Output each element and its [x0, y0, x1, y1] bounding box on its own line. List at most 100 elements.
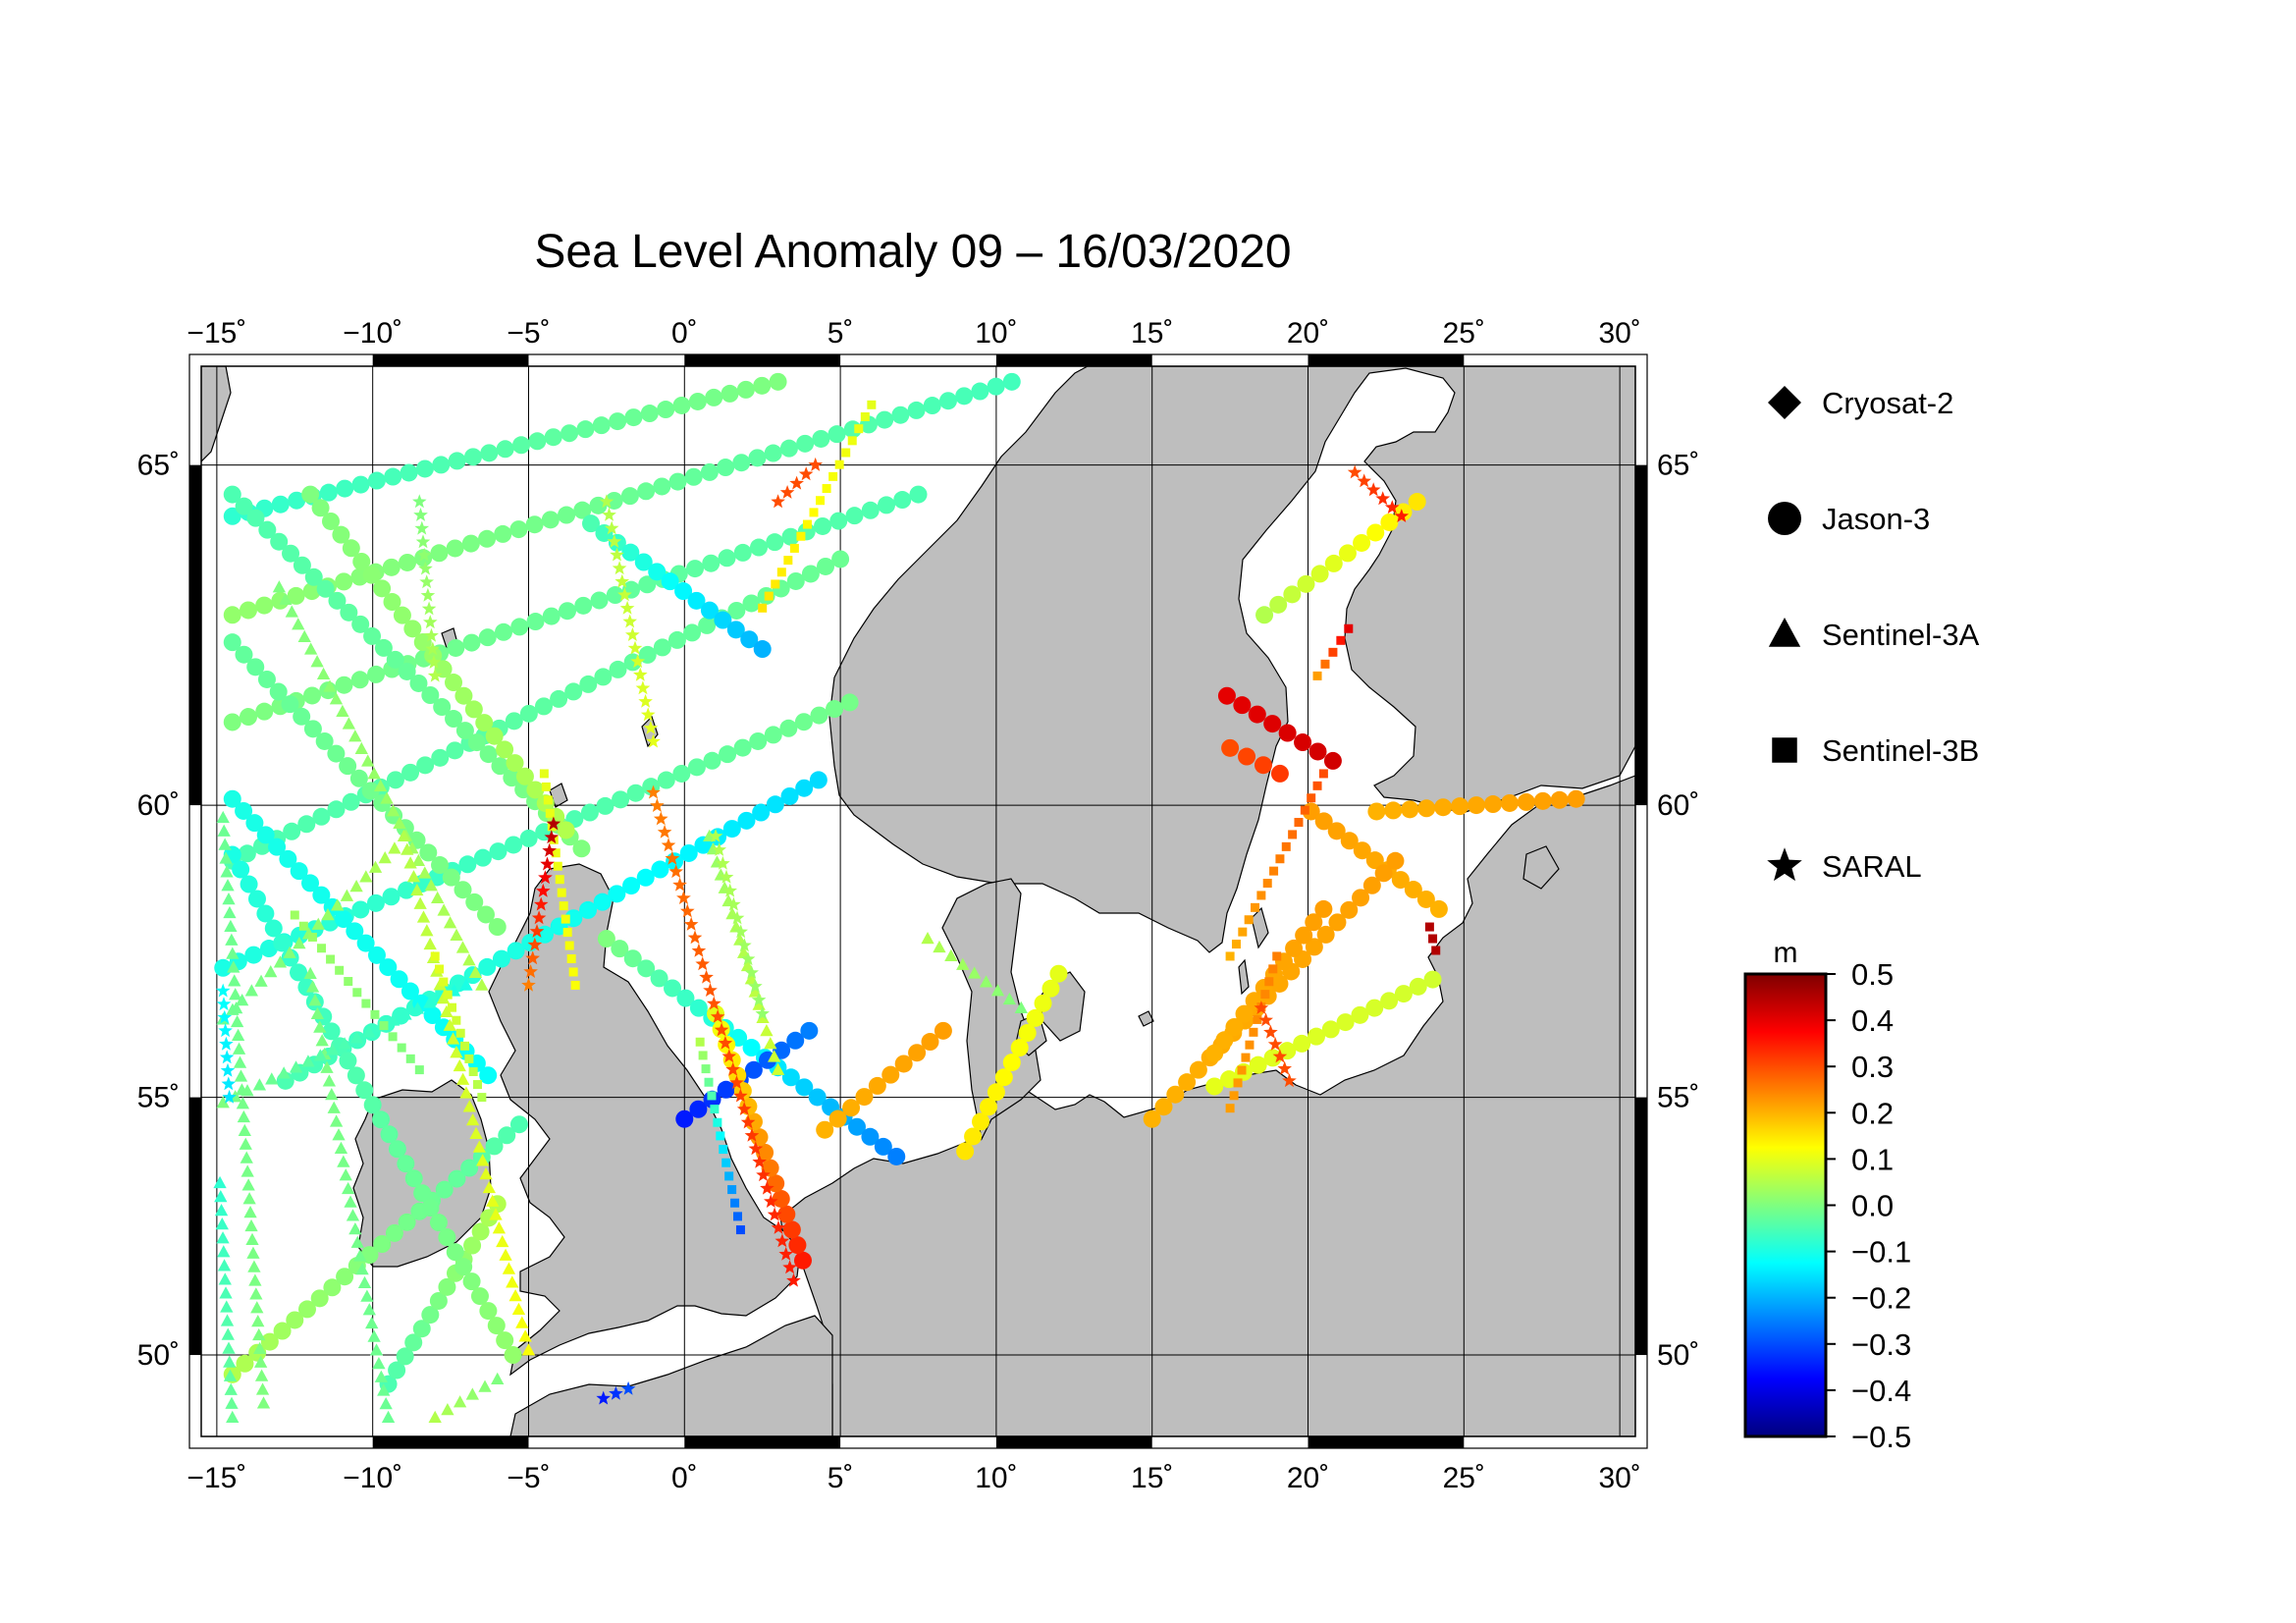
track-point	[726, 621, 745, 639]
track-point	[237, 1109, 251, 1123]
track-point	[764, 726, 782, 744]
track-point	[622, 877, 641, 895]
track-point	[557, 821, 575, 839]
track-point	[753, 640, 772, 659]
colorbar-tick-label: −0.1	[1851, 1235, 1911, 1270]
track-point	[861, 501, 880, 519]
track-point	[633, 667, 648, 681]
track-point	[472, 1140, 486, 1153]
track-point	[721, 384, 739, 403]
track-point	[562, 928, 572, 938]
track-point	[496, 440, 514, 459]
track-point	[1409, 977, 1427, 996]
track-point	[539, 769, 549, 779]
track-point	[423, 615, 438, 629]
track-point	[1251, 902, 1260, 912]
track-point	[431, 856, 450, 875]
track-point	[923, 397, 941, 415]
track-point	[809, 508, 819, 517]
track-jason-3	[956, 964, 1068, 1161]
track-jason-3	[1205, 970, 1442, 1096]
track-point	[240, 1151, 253, 1163]
track-jason-3	[223, 789, 498, 1085]
track-point	[413, 896, 427, 909]
track-point	[351, 475, 370, 494]
track-point	[227, 960, 240, 973]
track-point	[488, 918, 507, 937]
track-point	[398, 881, 416, 899]
track-point	[496, 1331, 514, 1350]
track-point	[369, 1343, 384, 1356]
track-point	[679, 843, 698, 862]
track-point	[270, 532, 289, 551]
track-point	[800, 1021, 819, 1040]
track-point	[526, 781, 545, 799]
map-frame-inner	[200, 365, 1636, 1437]
track-point	[773, 1041, 791, 1059]
track-point	[1233, 1078, 1243, 1088]
lon-tick-label-bottom: −15˚	[187, 1462, 246, 1494]
track-point	[220, 865, 234, 878]
track-point	[448, 452, 466, 470]
track-point	[217, 1259, 232, 1271]
track-point	[518, 1329, 532, 1342]
track-point	[667, 630, 686, 649]
track-point	[335, 572, 353, 591]
track-point	[329, 1114, 344, 1127]
track-point	[564, 682, 583, 701]
track-point	[854, 424, 864, 434]
track-point	[265, 1072, 279, 1085]
track-point	[410, 883, 424, 896]
track-point	[719, 1145, 728, 1155]
track-point	[786, 1031, 805, 1050]
lon-tick-label-bottom: −10˚	[343, 1462, 402, 1494]
track-point	[471, 1222, 490, 1241]
track-point	[624, 408, 643, 427]
track-point	[285, 605, 298, 618]
track-point	[672, 877, 687, 892]
track-point	[310, 1006, 325, 1020]
track-point	[687, 591, 706, 610]
track-jason-3	[214, 693, 859, 977]
track-point	[771, 1062, 785, 1075]
track-point	[447, 638, 465, 657]
track-point	[502, 1262, 516, 1274]
track-point	[1353, 533, 1371, 552]
track-point	[780, 786, 799, 805]
frame-segment	[995, 354, 1152, 366]
track-point	[240, 1164, 254, 1177]
track-point	[730, 1198, 740, 1208]
track-point	[810, 706, 828, 725]
track-point	[277, 1066, 291, 1079]
track-point	[987, 377, 1005, 396]
track-point	[281, 695, 299, 714]
track-point	[826, 700, 844, 719]
track-point	[596, 796, 614, 815]
colorbar-tick-label: −0.5	[1851, 1420, 1911, 1454]
track-jason-3	[1367, 789, 1585, 821]
track-point	[847, 1117, 866, 1136]
track-point	[750, 1128, 769, 1147]
track-point	[223, 633, 241, 652]
track-point	[350, 1235, 364, 1248]
track-point	[221, 1076, 237, 1091]
track-point	[1336, 635, 1346, 645]
track-point	[716, 1131, 725, 1141]
track-point	[386, 804, 400, 817]
track-point	[708, 829, 723, 842]
track-point	[1357, 473, 1371, 488]
track-point	[381, 1410, 396, 1423]
track-point	[283, 822, 301, 840]
track-point	[630, 654, 645, 669]
track-point	[216, 810, 230, 824]
track-point	[256, 904, 275, 923]
track-point	[729, 910, 745, 925]
track-point	[489, 1208, 503, 1220]
track-point	[473, 1080, 483, 1090]
track-point	[279, 592, 293, 606]
frame-segment	[995, 1436, 1152, 1448]
track-point	[724, 1171, 734, 1181]
track-sentinel-3b	[1225, 769, 1328, 961]
track-point	[529, 924, 545, 938]
track-point	[366, 893, 385, 912]
